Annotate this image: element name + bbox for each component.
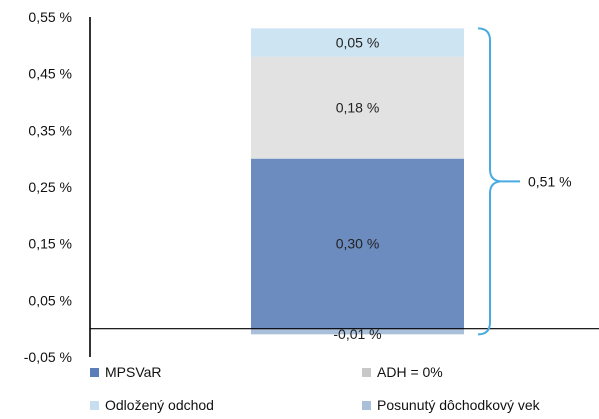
data-label-mpsvar: 0,30 % [336, 236, 380, 252]
y-tick-label: 0,45 % [28, 66, 72, 82]
total-brace [477, 27, 520, 336]
y-tick-label: 0,25 % [28, 179, 72, 195]
data-label-adh: 0,18 % [336, 100, 380, 116]
legend-swatch-posunuty [362, 400, 371, 410]
legend-swatch-adh [362, 367, 371, 377]
bar-posunuty [251, 328, 464, 335]
y-tick-label: 0,35 % [28, 122, 72, 138]
legend-label-posunuty: Posunutý dôchodkový vek [377, 397, 540, 413]
legend-item-adh: ADH = 0% [362, 364, 443, 380]
y-tick-label: 0,55 % [28, 9, 72, 25]
legend-item-mpsvar: MPSVaR [90, 364, 162, 380]
data-label-posunuty: -0,01 % [333, 326, 381, 342]
bar-adh [251, 56, 464, 159]
legend-item-posunuty: Posunutý dôchodkový vek [362, 397, 540, 413]
bar-odlozeny [251, 28, 464, 57]
y-tick-label: 0,15 % [28, 236, 72, 252]
data-label-odlozeny: 0,05 % [336, 35, 380, 51]
legend-label-mpsvar: MPSVaR [105, 364, 162, 380]
legend-label-odlozeny: Odložený odchod [105, 397, 214, 413]
legend-label-adh: ADH = 0% [377, 364, 443, 380]
legend-swatch-mpsvar [90, 367, 99, 377]
y-tick-label: 0,05 % [28, 292, 72, 308]
total-label: 0,51 % [528, 173, 572, 189]
y-tick-label: -0,05 % [24, 349, 72, 365]
legend-item-odlozeny: Odložený odchod [90, 397, 214, 413]
legend-swatch-odlozeny [90, 400, 99, 410]
bar-mpsvar [251, 158, 464, 329]
